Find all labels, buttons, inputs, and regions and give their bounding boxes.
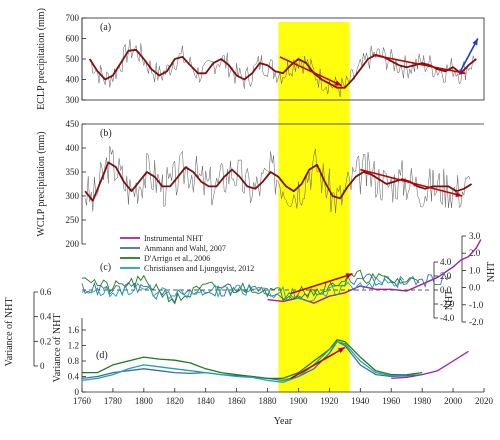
- panel-d-far-ylabel: Variance of NHT: [4, 298, 15, 367]
- panel-b-ylabel: WCLP precipitation (mm): [36, 131, 47, 236]
- panel-a-trend-arrow-2: [458, 38, 479, 74]
- y-tick-label: 450: [66, 119, 80, 129]
- x-tick-label: 1860: [228, 396, 247, 406]
- panel-a-letter: (a): [100, 22, 111, 33]
- x-tick-label: 1980: [413, 396, 432, 406]
- panel-a-trend-arrow-2-head: [472, 38, 478, 46]
- x-tick-label: 2020: [475, 396, 494, 406]
- panel-d-y-tick-label: 1.2: [68, 341, 79, 351]
- panel-b-trend-arrow-0: [360, 168, 463, 197]
- panel-d-series-0: [391, 350, 469, 380]
- panel-a-trend-arrow-1: [372, 54, 466, 75]
- panel-c-right-tick-label: 1.0: [469, 265, 481, 275]
- y-tick-label: 200: [66, 239, 80, 249]
- x-tick-label: 1820: [166, 396, 185, 406]
- y-tick-label: 250: [66, 215, 80, 225]
- panel-d-far-tick-label: 0: [40, 361, 45, 371]
- panel-c-trend-arrow-0-head: [345, 273, 353, 279]
- y-tick-label: 400: [66, 143, 80, 153]
- panel-d-letter: (d): [96, 350, 108, 361]
- x-tick-label: 2000: [444, 396, 463, 406]
- panel-c-right-tick-label: -1.0: [469, 300, 484, 310]
- panel-d-trend-arrow-0-head: [337, 347, 345, 354]
- panel-a-ylabel: ECLP precipitation (mm): [36, 8, 47, 110]
- panel-c-right-tick-label: 0.0: [469, 283, 481, 293]
- panel-a-trend-arrow-0-head: [334, 80, 342, 86]
- panel-b-raw-series: [84, 146, 471, 214]
- panel-d-y-tick-label: 0: [75, 387, 80, 397]
- y-tick-label: 300: [66, 191, 80, 201]
- panel-d-series-2: [82, 339, 423, 380]
- legend-label: Ammann and Wahl, 2007: [144, 244, 226, 253]
- panel-d-far-tick-label: 0.6: [40, 287, 52, 297]
- panel-d-far-tick-label: 0.2: [40, 336, 51, 346]
- panel-b-letter: (b): [100, 128, 112, 139]
- x-tick-label: 1780: [104, 396, 123, 406]
- x-tick-label: 1940: [351, 396, 370, 406]
- panel-a-raw-series: [89, 39, 475, 98]
- x-tick-label: 1880: [259, 396, 278, 406]
- panel-d-series-3: [81, 340, 407, 383]
- panel-c-y-tick-label: -2.0: [440, 299, 455, 309]
- x-axis-title: Year: [274, 416, 293, 427]
- panel-c-right-ylabel: NHT: [486, 262, 497, 283]
- panel-d-far-tick-label: 0.4: [40, 312, 52, 322]
- highlight-band: [278, 22, 350, 392]
- x-tick-label: 1840: [197, 396, 216, 406]
- panel-a-trend-arrow-0: [279, 56, 343, 87]
- panel-c-y-tick-label: 4.0: [440, 257, 452, 267]
- panel-c-trend-arrow-0: [290, 273, 353, 295]
- panel-c-right-tick-label: 3.0: [469, 231, 481, 241]
- y-tick-label: 300: [66, 95, 80, 105]
- panel-d-trend-arrow-0: [290, 346, 346, 380]
- y-tick-label: 600: [66, 34, 80, 44]
- x-tick-label: 1900: [289, 396, 308, 406]
- x-tick-label: 1960: [382, 396, 401, 406]
- panel-d-series-1: [81, 340, 423, 382]
- panel-c-right-tick-label: 2.0: [469, 248, 481, 258]
- y-tick-label: 400: [66, 75, 80, 85]
- legend-label: Christiansen and Ljungqvist, 2012: [144, 264, 254, 273]
- y-tick-label: 700: [66, 13, 80, 23]
- panel-c-y-tick-label: 2.0: [440, 271, 452, 281]
- x-tick-label: 1760: [73, 396, 92, 406]
- panel-c-series-2: [81, 269, 420, 305]
- panel-c-y-tick-label: 0.0: [440, 285, 452, 295]
- panel-c-letter: (c): [100, 262, 111, 273]
- panel-d-y-tick-label: 0.8: [68, 356, 80, 366]
- y-tick-label: 500: [66, 54, 80, 64]
- panel-d-ylabel: Variance of NHT: [52, 314, 63, 383]
- panel-c-y-tick-label: -4.0: [440, 313, 455, 323]
- panel-b-smooth-series: [84, 161, 473, 202]
- y-tick-label: 350: [66, 167, 80, 177]
- panel-a-smooth-series: [88, 48, 477, 89]
- panel-b-trend-arrow-0-head: [455, 191, 463, 198]
- x-tick-label: 1920: [320, 396, 339, 406]
- panel-c-right-tick-label: -2.0: [469, 317, 484, 327]
- panel-c-ylabel: NHT: [444, 290, 455, 311]
- x-tick-label: 1800: [135, 396, 154, 406]
- panel-c-series-3: [81, 275, 404, 302]
- legend-label: Instrumental NHT: [144, 234, 203, 243]
- panel-d-y-tick-label: 1.6: [68, 325, 80, 335]
- panel-d-y-tick-label: 0.4: [68, 372, 80, 382]
- legend-label: D'Arrigo et al., 2006: [144, 254, 210, 263]
